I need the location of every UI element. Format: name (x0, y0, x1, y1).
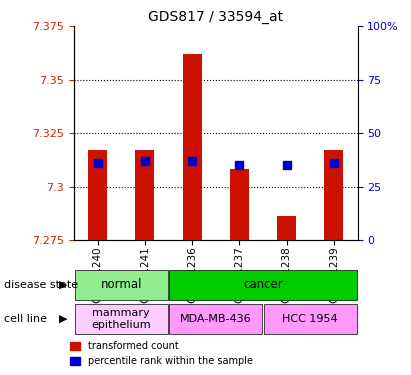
Point (330, 160, 337, 166)
Text: normal: normal (101, 279, 142, 291)
Bar (277, 216, 296, 240)
Bar (324, 150, 343, 240)
Bar (88, 150, 107, 240)
FancyBboxPatch shape (75, 270, 168, 300)
Title: GDS817 / 33594_at: GDS817 / 33594_at (148, 10, 283, 24)
Text: HCC 1954: HCC 1954 (282, 314, 338, 324)
Point (236, 162, 242, 168)
Text: cell line: cell line (4, 314, 47, 324)
Text: ▶: ▶ (59, 314, 68, 324)
FancyBboxPatch shape (169, 270, 357, 300)
Text: mammary
epithelium: mammary epithelium (91, 308, 151, 330)
Point (94, 160, 101, 166)
Bar (182, 54, 201, 240)
FancyBboxPatch shape (264, 304, 357, 334)
Legend: transformed count, percentile rank within the sample: transformed count, percentile rank withi… (67, 338, 257, 370)
Point (283, 162, 290, 168)
FancyBboxPatch shape (169, 304, 262, 334)
Text: disease state: disease state (4, 280, 78, 290)
Text: cancer: cancer (243, 279, 283, 291)
FancyBboxPatch shape (75, 304, 168, 334)
Text: MDA-MB-436: MDA-MB-436 (180, 314, 252, 324)
Point (189, 158, 195, 164)
Bar (135, 150, 154, 240)
Bar (230, 170, 249, 240)
Point (141, 158, 148, 164)
Text: ▶: ▶ (59, 280, 68, 290)
